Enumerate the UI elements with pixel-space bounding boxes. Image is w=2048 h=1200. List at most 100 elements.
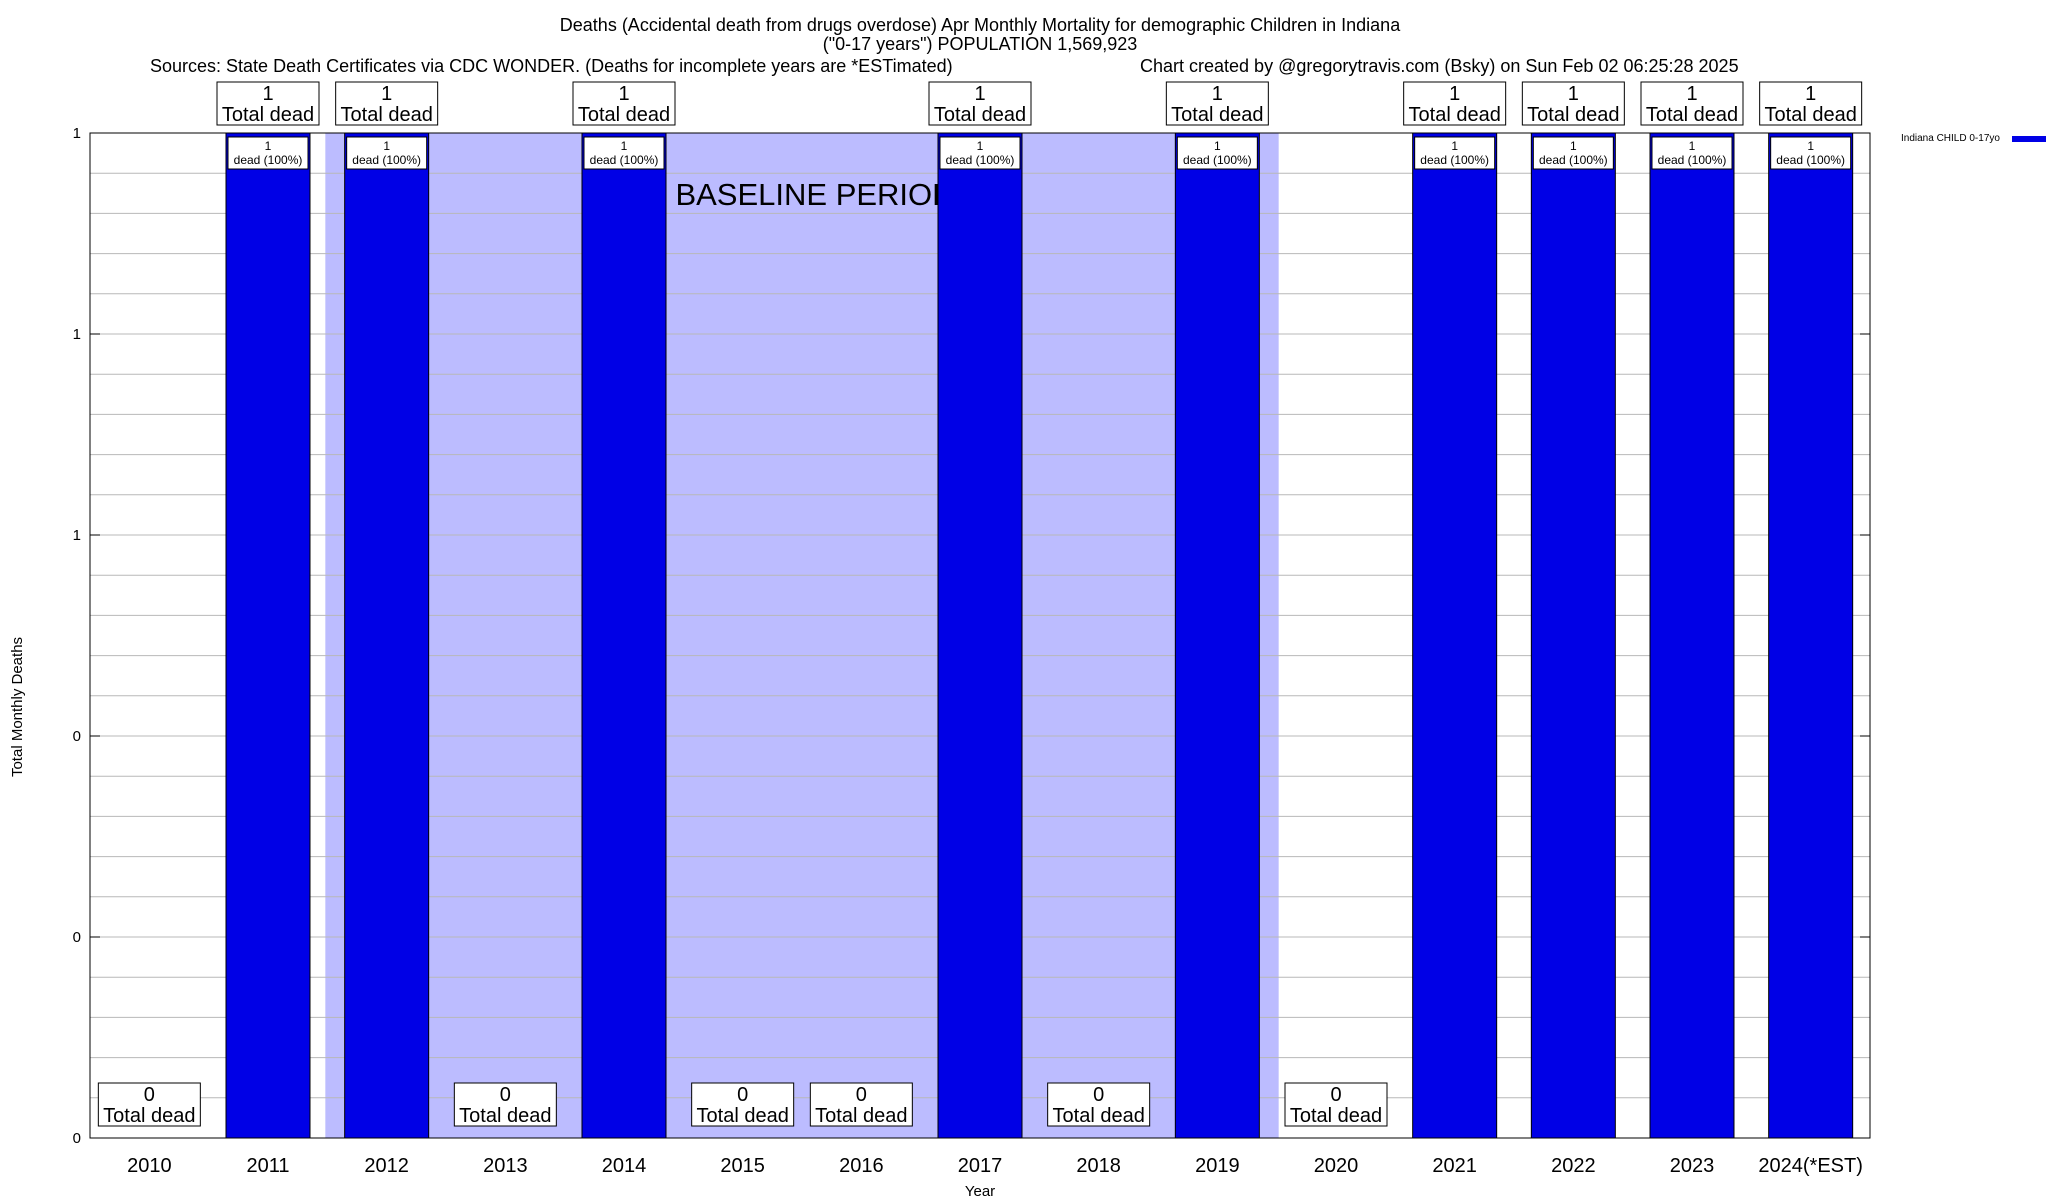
total-label-box-2020 xyxy=(1284,1082,1388,1127)
total-label-text-2017: Total dead xyxy=(934,104,1026,126)
total-label-text-2019: Total dead xyxy=(1171,104,1263,126)
x-tick-label-2023: 2023 xyxy=(1670,1155,1715,1177)
total-label-box-2022 xyxy=(1521,81,1625,126)
axes: 0 0 0 1 1 1 2010 2011 2012 2013 2014 2015 2016 2017 20… xyxy=(73,125,1871,1177)
total-label-text-2013: Total dead xyxy=(459,1105,551,1127)
total-label-text-2020: Total dead xyxy=(1290,1105,1382,1127)
total-label-box-2016 xyxy=(809,1082,913,1127)
bar-label-text-2012: dead (100%) xyxy=(352,153,421,167)
total-label-value-2021: 1 xyxy=(1449,83,1460,105)
x-tick-label-2016: 2016 xyxy=(839,1155,884,1177)
bar-2017 xyxy=(937,132,1023,1139)
bar-label-box-2023 xyxy=(1651,136,1733,170)
total-label-text-2022: Total dead xyxy=(1527,104,1619,126)
total-label-box-2011 xyxy=(216,81,320,126)
bar-label-box-2024(*EST) xyxy=(1770,136,1852,170)
bar-label-value-2022: 1 xyxy=(1570,139,1577,153)
bar-label-value-2014: 1 xyxy=(621,139,628,153)
bar-label-box-2017 xyxy=(939,136,1021,170)
total-label-box-2021 xyxy=(1403,81,1507,126)
chart-title-line2: ("0-17 years") POPULATION 1,569,923 xyxy=(823,34,1138,54)
baseline-label: BASELINE PERIOD xyxy=(675,177,954,212)
y-tick-label: 1 xyxy=(73,326,81,343)
total-label-value-2012: 1 xyxy=(381,83,392,105)
plot-frame xyxy=(89,132,1871,1139)
total-label-value-2017: 1 xyxy=(974,83,985,105)
bar-2021 xyxy=(1412,132,1498,1139)
bar-label-value-2011: 1 xyxy=(265,139,272,153)
total-label-box-2024(*EST) xyxy=(1759,81,1863,126)
bar-label-text-2022: dead (100%) xyxy=(1539,153,1608,167)
x-tick-label-2020: 2020 xyxy=(1314,1155,1359,1177)
chart-credit: Chart created by @gregorytravis.com (Bsk… xyxy=(1140,56,1739,76)
total-label-value-2018: 0 xyxy=(1093,1084,1104,1106)
bar-label-value-2024(*EST): 1 xyxy=(1807,139,1814,153)
total-label-text-2018: Total dead xyxy=(1053,1105,1145,1127)
y-tick-label: 0 xyxy=(73,1130,81,1147)
bar-label-text-2019: dead (100%) xyxy=(1183,153,1252,167)
x-tick-label-2019: 2019 xyxy=(1195,1155,1240,1177)
bar-label-text-2017: dead (100%) xyxy=(946,153,1015,167)
bar-2011 xyxy=(225,132,311,1139)
bar-2024(*EST) xyxy=(1768,132,1854,1139)
bar-label-text-2024(*EST): dead (100%) xyxy=(1776,153,1845,167)
bar-label-box-2014 xyxy=(583,136,665,170)
bar-label-box-2022 xyxy=(1532,136,1614,170)
y-tick-label: 1 xyxy=(73,125,81,142)
total-label-value-2014: 1 xyxy=(618,83,629,105)
total-label-text-2021: Total dead xyxy=(1409,104,1501,126)
x-tick-label-2011: 2011 xyxy=(246,1155,289,1177)
bar-label-value-2019: 1 xyxy=(1214,139,1221,153)
total-label-box-2015 xyxy=(691,1082,795,1127)
baseline-period: BASELINE PERIOD xyxy=(325,133,1279,1138)
total-label-value-2010: 0 xyxy=(144,1084,155,1106)
total-label-text-2011: Total dead xyxy=(222,104,314,126)
total-label-value-2015: 0 xyxy=(737,1084,748,1106)
x-tick-label-2015: 2015 xyxy=(720,1155,765,1177)
total-label-text-2010: Total dead xyxy=(103,1105,195,1127)
total-label-text-2016: Total dead xyxy=(815,1105,907,1127)
bar-label-value-2021: 1 xyxy=(1451,139,1458,153)
total-label-value-2020: 0 xyxy=(1330,1084,1341,1106)
chart-titles: Deaths (Accidental death from drugs over… xyxy=(150,15,1739,76)
y-tick-label: 0 xyxy=(73,728,81,745)
x-tick-label-2017: 2017 xyxy=(958,1155,1003,1177)
y-tick-label: 0 xyxy=(73,929,81,946)
bar-label-text-2021: dead (100%) xyxy=(1420,153,1489,167)
bar-label-text-2014: dead (100%) xyxy=(590,153,659,167)
bar-label-value-2012: 1 xyxy=(383,139,390,153)
y-tick-label: 1 xyxy=(73,527,81,544)
bar-label-value-2023: 1 xyxy=(1689,139,1696,153)
bar-label-box-2011 xyxy=(227,136,309,170)
x-axis-label: Year xyxy=(965,1183,995,1200)
baseline-shading xyxy=(325,133,1279,1138)
bar-2022 xyxy=(1530,132,1616,1139)
bar-2019 xyxy=(1174,132,1260,1139)
total-label-box-2014 xyxy=(572,81,676,126)
y-axis-label: Total Monthly Deaths xyxy=(9,637,26,777)
total-label-value-2013: 0 xyxy=(500,1084,511,1106)
legend-entry-label: Indiana CHILD 0-17yo xyxy=(1901,133,2000,144)
bar-2023 xyxy=(1649,132,1735,1139)
bar-2014 xyxy=(581,132,667,1139)
total-label-box-2019 xyxy=(1165,81,1269,126)
total-label-value-2016: 0 xyxy=(856,1084,867,1106)
total-label-box-2012 xyxy=(335,81,439,126)
legend: Indiana CHILD 0-17yo xyxy=(1901,133,2046,144)
x-tick-label-2010: 2010 xyxy=(127,1155,172,1177)
bars xyxy=(145,132,1854,1139)
x-tick-label-2018: 2018 xyxy=(1076,1155,1121,1177)
total-label-value-2024(*EST): 1 xyxy=(1805,83,1816,105)
legend-entry-swatch xyxy=(2012,136,2046,142)
total-label-text-2024(*EST): Total dead xyxy=(1765,104,1857,126)
bar-2012 xyxy=(344,132,430,1139)
bar-label-text-2023: dead (100%) xyxy=(1658,153,1727,167)
x-tick-label-2024(*EST): 2024(*EST) xyxy=(1758,1155,1863,1177)
x-tick-label-2013: 2013 xyxy=(483,1155,528,1177)
bar-label-box-2019 xyxy=(1176,136,1258,170)
total-label-box-2010 xyxy=(97,1082,201,1127)
bar-label-box-2021 xyxy=(1414,136,1496,170)
total-label-text-2014: Total dead xyxy=(578,104,670,126)
